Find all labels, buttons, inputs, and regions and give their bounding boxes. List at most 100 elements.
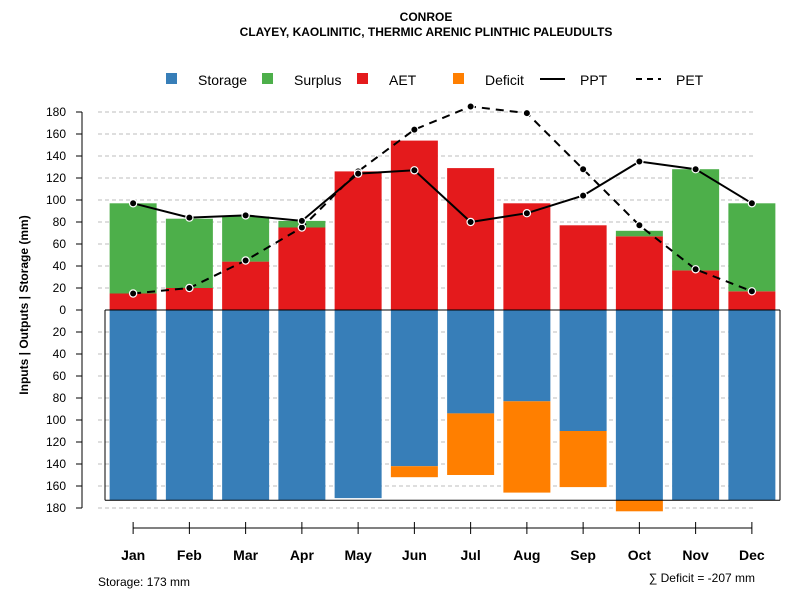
y-tick-label: 120 — [46, 171, 66, 185]
ppt-point — [353, 169, 363, 178]
y-tick-label: 0 — [59, 303, 66, 317]
aet-bar — [390, 140, 438, 310]
aet-bar — [109, 293, 157, 310]
aet-bar — [503, 203, 551, 310]
ppt-point — [466, 217, 475, 227]
y-tick-label: 100 — [46, 193, 66, 207]
y-tick-label: 80 — [53, 215, 67, 229]
ppt-point — [635, 157, 644, 166]
legend-surplus-swatch — [262, 73, 273, 84]
pet-point — [466, 102, 475, 111]
ppt-point — [410, 166, 419, 175]
surplus-bar — [222, 216, 270, 262]
deficit-bar — [559, 431, 607, 488]
y-tick-label: 40 — [53, 347, 67, 361]
deficit-bar — [390, 466, 438, 478]
ppt-point — [578, 191, 588, 200]
pet-line — [133, 105, 753, 295]
aet-bar — [447, 168, 495, 310]
x-tick-label: Nov — [682, 547, 709, 563]
deficit-bar — [615, 500, 663, 512]
legend-storage-label: Storage — [198, 72, 247, 88]
pet-point — [747, 287, 757, 296]
x-tick-label: May — [345, 547, 372, 563]
bars — [109, 140, 776, 512]
x-tick-label: Dec — [739, 547, 765, 563]
y-tick-label: 180 — [46, 501, 66, 515]
x-tick-label: Jan — [121, 547, 145, 563]
y-tick-label: 100 — [46, 413, 66, 427]
pet-point — [185, 283, 194, 293]
x-tick-label: Aug — [513, 547, 540, 563]
storage-bar — [615, 310, 663, 501]
chart-subtitle: CLAYEY, KAOLINITIC, THERMIC ARENIC PLINT… — [240, 25, 613, 39]
ppt-point — [297, 216, 307, 226]
y-tick-label: 160 — [46, 127, 66, 141]
y-tick-label: 180 — [46, 105, 66, 119]
y-tick-label: 140 — [46, 149, 66, 163]
chart-title: CONROE — [400, 10, 453, 24]
y-tick-label: 20 — [53, 281, 67, 295]
y-tick-label: 140 — [46, 457, 66, 471]
y-tick-label: 60 — [53, 237, 67, 251]
pet-point — [522, 108, 532, 118]
x-tick-label: Jun — [402, 547, 427, 563]
y-tick-label: 40 — [53, 259, 67, 273]
pet-point — [578, 164, 588, 174]
storage-bar — [390, 310, 438, 467]
storage-bar — [278, 310, 326, 501]
y-axis-label: Inputs | Outputs | Storage (mm) — [17, 215, 31, 394]
x-tick-label: Oct — [628, 547, 652, 563]
aet-bar — [672, 270, 720, 310]
ppt-point — [241, 211, 250, 220]
ppt-point — [522, 208, 532, 218]
pet-point — [691, 265, 700, 274]
ppt-line — [132, 160, 753, 224]
surplus-bar — [165, 218, 213, 288]
surplus-bar — [728, 203, 776, 292]
aet-bar — [165, 288, 213, 310]
surplus-bar — [109, 203, 157, 294]
y-tick-label: 80 — [53, 391, 67, 405]
pet-point — [410, 125, 419, 134]
deficit-bar — [447, 413, 495, 475]
ppt-point — [691, 164, 700, 174]
ppt-point — [128, 199, 138, 208]
storage-bar — [559, 310, 607, 431]
legend-aet-label: AET — [389, 72, 417, 88]
x-tick-label: Sep — [570, 547, 596, 563]
storage-bar — [672, 310, 720, 501]
legend-deficit-label: Deficit — [485, 72, 524, 88]
y-tick-label: 120 — [46, 435, 66, 449]
storage-footnote: Storage: 173 mm — [98, 575, 190, 589]
aet-bar — [728, 291, 776, 310]
surplus-bar — [615, 230, 663, 237]
legend-surplus-label: Surplus — [294, 72, 341, 88]
legend-pet-label: PET — [676, 72, 704, 88]
axes: 180 160 140 120 100 80 60 40 20 0 20 40 60 80 100 120 14… — [46, 105, 781, 563]
storage-bar — [334, 310, 382, 499]
x-tick-label: Mar — [233, 547, 258, 563]
deficit-footnote: ∑ Deficit = -207 mm — [649, 571, 755, 585]
storage-bar — [503, 310, 551, 402]
surplus-bar — [672, 169, 720, 271]
pet-point — [635, 221, 644, 230]
x-tick-label: Apr — [290, 547, 315, 563]
aet-bar — [615, 236, 663, 310]
storage-bar — [109, 310, 157, 501]
x-tick-label: Feb — [177, 547, 202, 563]
y-tick-label: 160 — [46, 479, 66, 493]
ppt-point — [747, 199, 757, 208]
y-tick-label: 60 — [53, 369, 67, 383]
legend-storage-swatch — [166, 73, 177, 84]
ppt-point — [185, 213, 194, 222]
aet-bar — [334, 171, 382, 310]
series-lines — [128, 102, 757, 298]
aet-bar — [278, 227, 326, 310]
storage-bar — [222, 310, 270, 501]
aet-bar — [222, 261, 270, 310]
aet-bar — [559, 225, 607, 310]
pet-point — [241, 256, 250, 265]
x-tick-label: Jul — [461, 547, 481, 563]
